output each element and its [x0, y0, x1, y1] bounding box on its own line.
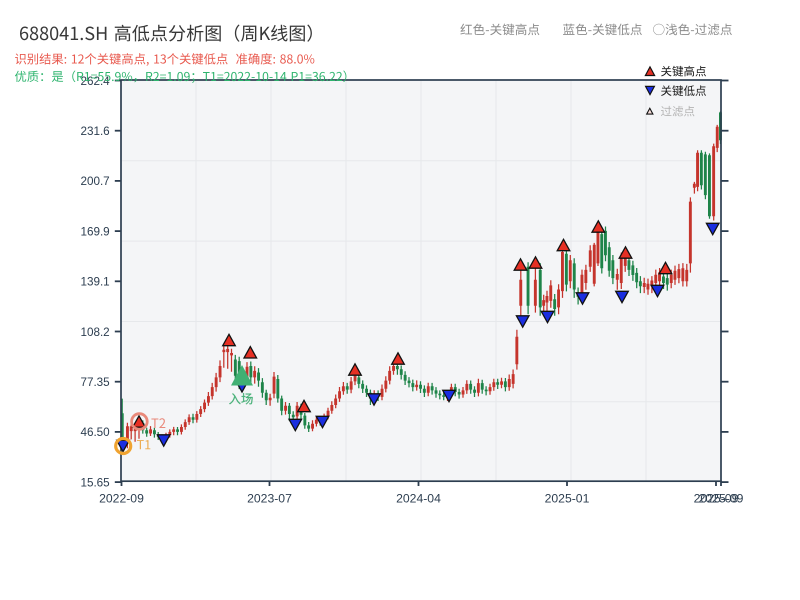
svg-text:77.35: 77.35 [80, 376, 110, 389]
svg-text:2023-07: 2023-07 [247, 492, 292, 506]
svg-text:2025-01: 2025-01 [545, 492, 590, 506]
svg-text:262.4: 262.4 [80, 75, 110, 88]
svg-text:2022-09: 2022-09 [99, 492, 144, 506]
svg-text:108.2: 108.2 [80, 326, 109, 339]
svg-text:15.65: 15.65 [80, 476, 110, 489]
svg-text:2025-09: 2025-09 [694, 492, 739, 506]
svg-text:200.7: 200.7 [80, 175, 109, 188]
svg-text:169.9: 169.9 [80, 225, 109, 238]
svg-text:46.50: 46.50 [80, 426, 110, 439]
svg-text:231.6: 231.6 [80, 125, 109, 138]
svg-text:2025-09: 2025-09 [699, 492, 744, 506]
svg-text:139.1: 139.1 [80, 276, 109, 289]
svg-text:2024-04: 2024-04 [396, 492, 441, 506]
